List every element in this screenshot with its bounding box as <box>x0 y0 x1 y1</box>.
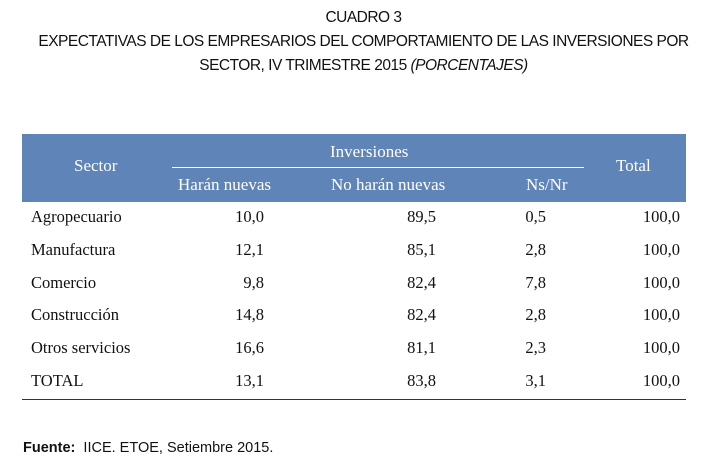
table-row-total: TOTAL 13,1 83,8 3,1 100,0 <box>22 366 686 399</box>
cell-total: 100,0 <box>642 207 680 226</box>
cell-sector: TOTAL <box>31 370 84 390</box>
cell-total: 100,0 <box>642 338 680 358</box>
cell-sector: Manufactura <box>31 239 116 259</box>
title-line-1: CUADRO 3 <box>325 9 402 26</box>
header-ns-nr: Ns/Nr <box>526 175 568 194</box>
table-bottom-rule <box>22 398 686 400</box>
cell-no-haran-nuevas: 81,1 <box>407 338 436 358</box>
header-total: Total <box>616 156 651 175</box>
cell-haran-nuevas: 16,6 <box>235 338 264 358</box>
cell-no-haran-nuevas: 82,4 <box>407 272 436 292</box>
cell-haran-nuevas: 12,1 <box>235 239 264 259</box>
cell-no-haran-nuevas: 82,4 <box>407 305 436 325</box>
cell-ns-nr: 3,1 <box>525 370 546 390</box>
cell-no-haran-nuevas: 85,1 <box>407 239 436 259</box>
cell-haran-nuevas: 9,8 <box>243 272 264 292</box>
table-header: Sector Inversiones Total Harán nuevas No… <box>22 134 686 202</box>
title-line-3-main: SECTOR, IV TRIMESTRE 2015 <box>199 57 407 74</box>
table-row: Manufactura 12,1 85,1 2,8 100,0 <box>22 235 686 268</box>
cell-ns-nr: 0,5 <box>525 207 546 226</box>
source-note: Fuente: IICE. ETOE, Setiembre 2015. <box>23 440 273 456</box>
cell-ns-nr: 2,3 <box>525 338 546 358</box>
header-sector: Sector <box>74 156 118 175</box>
cell-ns-nr: 2,8 <box>525 305 546 325</box>
cell-sector: Otros servicios <box>31 338 131 358</box>
cell-no-haran-nuevas: 89,5 <box>407 207 436 226</box>
table-row: Construcción 14,8 82,4 2,8 100,0 <box>22 300 686 333</box>
header-no-haran-nuevas: No harán nuevas <box>331 175 446 194</box>
cell-sector: Agropecuario <box>31 207 122 226</box>
cell-total: 100,0 <box>642 370 680 390</box>
header-group-rule <box>172 167 584 168</box>
table-row: Agropecuario 10,0 89,5 0,5 100,0 <box>22 202 686 235</box>
table-row: Otros servicios 16,6 81,1 2,3 100,0 <box>22 333 686 366</box>
title-line-3-italic: (PORCENTAJES) <box>410 57 529 74</box>
cell-sector: Construcción <box>31 305 119 325</box>
cell-haran-nuevas: 14,8 <box>235 305 264 325</box>
source-label: Fuente: <box>23 440 76 456</box>
cell-sector: Comercio <box>31 272 97 292</box>
title-line-2: EXPECTATIVAS DE LOS EMPRESARIOS DEL COMP… <box>38 33 689 50</box>
table-row: Comercio 9,8 82,4 7,8 100,0 <box>22 268 686 301</box>
cell-total: 100,0 <box>642 239 680 259</box>
table-title: CUADRO 3 EXPECTATIVAS DE LOS EMPRESARIOS… <box>0 6 727 78</box>
cell-haran-nuevas: 13,1 <box>235 370 264 390</box>
cell-no-haran-nuevas: 83,8 <box>407 370 436 390</box>
cell-total: 100,0 <box>642 272 680 292</box>
cell-haran-nuevas: 10,0 <box>235 207 264 226</box>
title-line-3: SECTOR, IV TRIMESTRE 2015 (PORCENTAJES) <box>0 54 727 78</box>
source-text: IICE. ETOE, Setiembre 2015. <box>83 440 274 456</box>
header-inversiones: Inversiones <box>330 142 409 161</box>
header-haran-nuevas: Harán nuevas <box>178 175 271 194</box>
cell-ns-nr: 2,8 <box>525 239 546 259</box>
table-body: Agropecuario 10,0 89,5 0,5 100,0 Manufac… <box>22 202 686 399</box>
cell-total: 100,0 <box>642 305 680 325</box>
data-table: Sector Inversiones Total Harán nuevas No… <box>22 134 686 400</box>
cell-ns-nr: 7,8 <box>525 272 546 292</box>
